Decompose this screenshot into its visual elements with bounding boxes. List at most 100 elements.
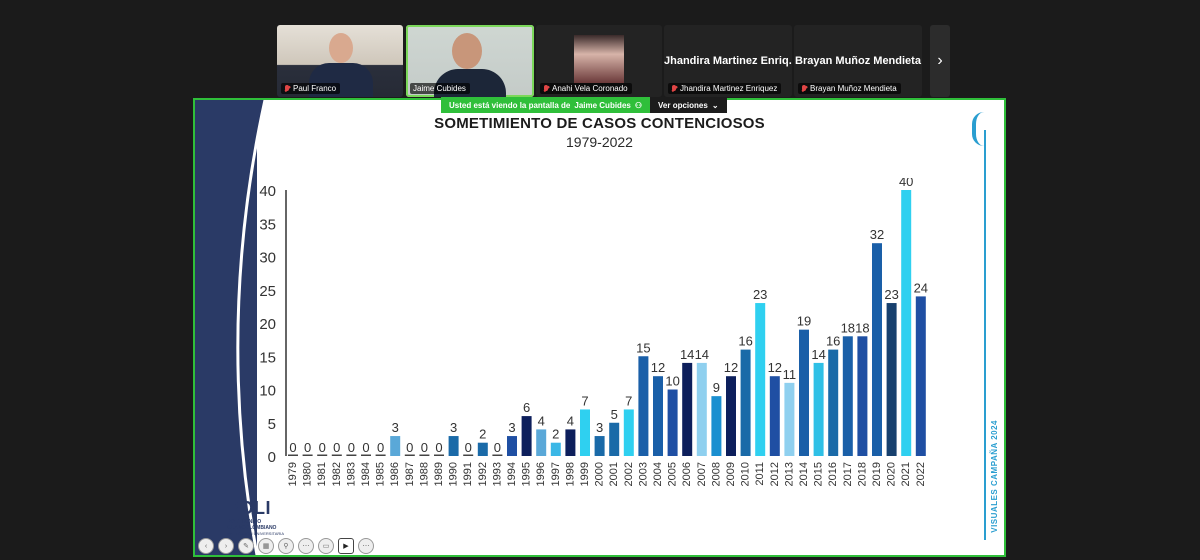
x-tick-label: 2021 <box>900 462 912 486</box>
settings-button[interactable]: ⋯ <box>358 538 374 554</box>
bar <box>302 454 313 456</box>
subtitles-button[interactable]: ▭ <box>318 538 334 554</box>
x-tick-label: 1991 <box>462 462 474 486</box>
y-tick-label: 10 <box>259 383 276 400</box>
y-tick-label: 25 <box>259 283 276 300</box>
bar <box>565 429 576 456</box>
next-participants-button[interactable]: › <box>930 25 950 97</box>
bar <box>872 243 882 456</box>
value-label: 7 <box>581 393 588 408</box>
x-tick-label: 1996 <box>535 462 547 486</box>
bar <box>609 422 620 456</box>
x-tick-label: 1982 <box>331 462 343 486</box>
bar <box>419 454 430 456</box>
participant-name-label: Jaime Cubides <box>410 83 470 94</box>
participant-name-label: Brayan Muñoz Mendieta <box>798 83 901 94</box>
value-label: 11 <box>783 367 797 382</box>
value-label: 16 <box>738 334 752 349</box>
mic-muted-icon <box>801 84 807 93</box>
participant-tile-brayan[interactable]: Brayan Muñoz Mendieta Brayan Muñoz Mendi… <box>794 25 922 97</box>
camera-button[interactable]: ▶ <box>338 538 354 554</box>
pen-tool-button[interactable]: ✎ <box>238 538 254 554</box>
viewing-indicator: Usted está viendo la pantalla de Jaime C… <box>441 97 651 113</box>
presenter-icon: ⚇ <box>634 100 643 110</box>
value-label: 0 <box>362 440 369 455</box>
bar <box>434 454 444 456</box>
bar <box>667 389 678 456</box>
bar <box>361 454 371 456</box>
presenter-name: Jaime Cubides <box>574 100 631 110</box>
bar <box>653 376 663 456</box>
x-tick-label: 2018 <box>856 462 868 486</box>
participant-tile-jaime[interactable]: Jaime Cubides <box>406 25 534 97</box>
value-label: 14 <box>811 347 825 362</box>
bar <box>915 296 926 456</box>
logo-sub3: INSTITUCIÓN UNIVERSITARIA <box>227 531 285 536</box>
value-label: 24 <box>914 280 928 295</box>
next-slide-button[interactable]: › <box>218 538 234 554</box>
x-tick-label: 1985 <box>375 462 387 486</box>
view-options-button[interactable]: Ver opciones ⌄ <box>650 97 727 113</box>
shared-screen[interactable]: SOMETIMIENTO DE CASOS CONTENCIOSOS 1979-… <box>193 98 1006 557</box>
prev-slide-button[interactable]: ‹ <box>198 538 214 554</box>
bar <box>521 416 532 456</box>
x-tick-label: 2017 <box>842 462 854 486</box>
participant-display-name: Jhandira Martinez Enriq... <box>664 55 792 67</box>
x-tick-label: 2015 <box>813 462 825 486</box>
value-label: 3 <box>508 420 515 435</box>
logo-sub2: GRANCOLOMBIANO <box>227 525 277 531</box>
value-label: 4 <box>567 413 574 428</box>
bar <box>784 382 795 456</box>
participant-name-label: Paul Franco <box>281 83 341 94</box>
value-label: 16 <box>826 334 840 349</box>
bar <box>638 356 649 456</box>
value-label: 10 <box>665 374 679 389</box>
x-tick-label: 2013 <box>783 462 795 486</box>
value-label: 3 <box>392 420 399 435</box>
view-options-label: Ver opciones <box>658 100 708 110</box>
x-tick-label: 1992 <box>477 462 489 486</box>
bar <box>404 454 415 456</box>
participant-tile-jhandira[interactable]: Jhandira Martinez Enriq... Jhandira Mart… <box>664 25 792 97</box>
bar <box>492 454 503 456</box>
x-tick-label: 1989 <box>433 462 445 486</box>
x-tick-label: 2007 <box>696 462 708 486</box>
side-campaign-text: VISUALES CAMPAÑA 2024 <box>990 420 999 533</box>
bar <box>813 362 824 456</box>
value-label: 14 <box>695 347 709 362</box>
participant-name-label: Jhandira Martinez Enriquez <box>668 83 782 94</box>
slide-titles: SOMETIMIENTO DE CASOS CONTENCIOSOS 1979-… <box>195 115 1004 150</box>
bar <box>799 329 809 456</box>
value-label: 4 <box>538 413 545 428</box>
x-tick-label: 2005 <box>667 462 679 486</box>
bar <box>550 442 561 456</box>
x-tick-label: 2020 <box>886 462 898 486</box>
x-tick-label: 1980 <box>302 462 314 486</box>
x-tick-label: 1979 <box>287 462 299 486</box>
bar <box>463 454 474 456</box>
value-label: 14 <box>680 347 694 362</box>
participant-photo <box>574 35 624 83</box>
bar <box>726 376 736 456</box>
x-tick-label: 2019 <box>871 462 883 486</box>
bar <box>842 336 853 456</box>
participant-video-placeholder <box>452 33 482 69</box>
x-tick-label: 1988 <box>418 462 430 486</box>
x-tick-label: 1990 <box>448 462 460 486</box>
zoom-button[interactable]: ⚲ <box>278 538 294 554</box>
participant-tile-anahi[interactable]: Anahi Vela Coronado <box>536 25 662 97</box>
view-grid-button[interactable]: ▦ <box>258 538 274 554</box>
value-label: 9 <box>713 380 720 395</box>
x-tick-label: 2016 <box>827 462 839 486</box>
more-options-button[interactable]: ⋯ <box>298 538 314 554</box>
viewing-text: Usted está viendo la pantalla de <box>449 100 571 110</box>
participant-tile-paul[interactable]: Paul Franco <box>277 25 403 97</box>
value-label: 5 <box>611 407 618 422</box>
y-tick-label: 40 <box>259 183 276 200</box>
bar <box>346 454 357 456</box>
x-tick-label: 1981 <box>316 462 328 486</box>
value-label: 0 <box>421 440 428 455</box>
x-tick-label: 1997 <box>550 462 562 486</box>
bar <box>507 436 517 456</box>
bar <box>857 336 868 456</box>
